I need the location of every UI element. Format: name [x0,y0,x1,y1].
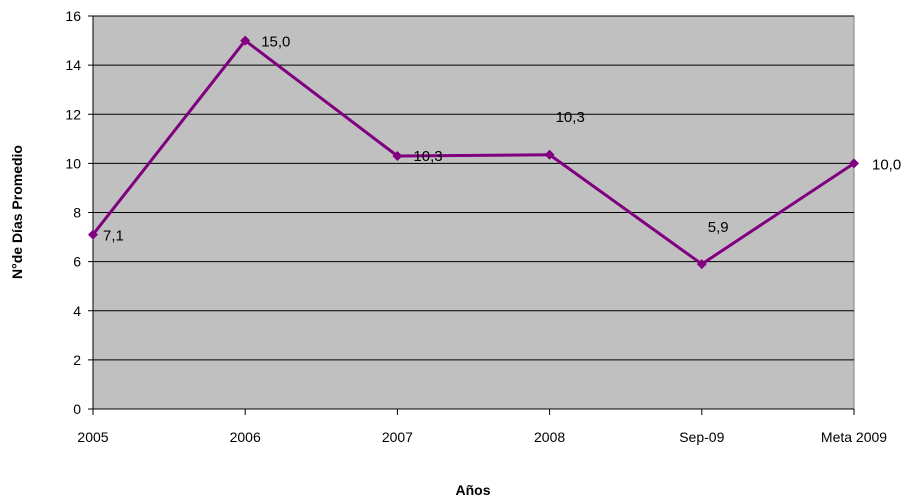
y-tick-label: 8 [73,205,81,221]
data-point [696,259,707,270]
data-label: 5,9 [708,219,729,236]
x-tick-label: 2005 [77,429,108,445]
data-label: 10,3 [556,109,585,126]
data-label: 10,0 [872,156,901,173]
y-tick-label: 4 [73,303,81,319]
y-axis-title: N°de Días Promedio [9,145,25,279]
x-axis-title: Años [456,482,491,498]
data-point [240,35,251,46]
x-tick-label: 2006 [230,429,261,445]
x-tick-label: Sep-09 [679,429,724,445]
data-labels: 7,1 15,0 10,3 10,3 5,9 10,0 [103,34,901,245]
x-tick-label: 2008 [534,429,565,445]
data-series [88,35,859,270]
x-tick-label: Meta 2009 [821,429,887,445]
y-tick-label: 10 [65,155,81,171]
y-tick-label: 2 [73,352,81,368]
y-tick-label: 16 [65,8,81,24]
y-tick-label: 14 [65,57,81,73]
data-point [849,158,859,169]
gridlines [93,15,854,361]
x-tick-labels: 2005 2006 2007 2008 Sep-09 Meta 2009 [77,429,887,445]
y-tick-labels: 0 2 4 6 8 10 12 14 16 [65,8,81,417]
data-point [392,151,403,162]
x-tick-label: 2007 [382,429,413,445]
data-label: 7,1 [103,228,124,245]
y-tick-label: 0 [73,401,81,417]
data-point [544,149,555,160]
data-label: 15,0 [261,34,290,51]
axes [88,15,855,415]
data-label: 10,3 [413,148,442,165]
data-point [88,229,98,240]
y-tick-label: 6 [73,254,81,270]
y-tick-label: 12 [65,106,81,122]
series-line [91,39,855,266]
